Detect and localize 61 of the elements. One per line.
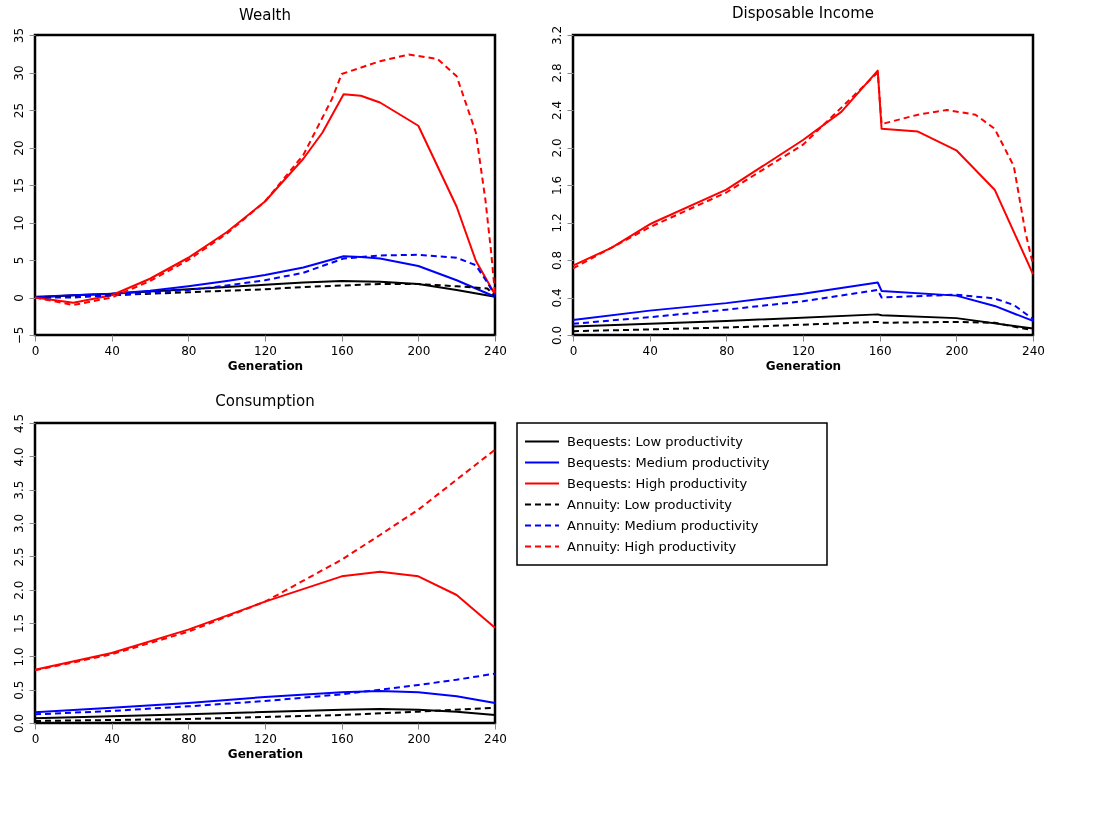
y-tick-label: 15 <box>11 177 26 194</box>
y-tick-label: 1.6 <box>549 175 564 196</box>
x-tick-label: 240 <box>484 343 507 358</box>
chart-title: Wealth <box>239 6 291 25</box>
y-tick-label: 0.4 <box>549 288 564 308</box>
chart-title: Disposable Income <box>731 4 875 23</box>
y-tick-label: 0.0 <box>11 713 26 734</box>
y-tick-label: 3.2 <box>549 25 564 46</box>
x-axis-title: Generation <box>227 358 304 373</box>
y-tick-label: 2.8 <box>549 63 564 83</box>
legend-label: Bequests: Medium productivity <box>567 454 770 470</box>
y-tick-label: 1.5 <box>11 613 26 634</box>
legend-label: Bequests: Low productivity <box>567 433 744 449</box>
legend-label: Annuity: Medium productivity <box>567 517 759 533</box>
y-tick-label: 10 <box>11 215 26 231</box>
x-tick-label: 40 <box>104 731 120 746</box>
y-tick-label: 5 <box>11 256 26 265</box>
y-tick-label: 2.5 <box>11 547 26 567</box>
x-tick-label: 80 <box>181 343 197 358</box>
x-axis-title: Generation <box>227 746 304 761</box>
y-tick-label: 0 <box>11 294 26 302</box>
x-tick-label: 160 <box>330 731 354 746</box>
x-tick-label: 40 <box>642 343 658 358</box>
x-tick-label: 120 <box>254 343 277 358</box>
x-tick-label: 0 <box>569 343 578 358</box>
y-tick-label: 35 <box>11 27 26 44</box>
y-tick-label: 30 <box>11 65 26 81</box>
x-tick-label: 160 <box>330 343 354 358</box>
x-tick-label: 0 <box>31 731 40 746</box>
legend-label: Bequests: High productivity <box>567 475 748 491</box>
x-tick-label: 200 <box>945 343 969 358</box>
y-tick-label: 2.4 <box>549 100 564 121</box>
y-tick-label: 4.0 <box>11 447 26 467</box>
x-tick-label: 160 <box>868 343 892 358</box>
y-tick-label: 4.5 <box>11 413 26 434</box>
x-tick-label: 200 <box>407 731 431 746</box>
chart-title: Consumption <box>215 392 315 411</box>
x-tick-label: 240 <box>484 731 507 746</box>
x-tick-label: 40 <box>104 343 120 358</box>
y-tick-label: 25 <box>11 102 26 119</box>
y-tick-label: 0.5 <box>11 680 26 700</box>
y-tick-label: 0.8 <box>549 250 564 271</box>
x-axis-title: Generation <box>765 358 842 373</box>
x-tick-label: 120 <box>254 731 277 746</box>
y-tick-label: 2.0 <box>11 580 26 600</box>
y-tick-label: 3.0 <box>11 513 26 534</box>
x-tick-label: 120 <box>792 343 815 358</box>
y-tick-label: 1.2 <box>549 213 564 233</box>
y-tick-label: −5 <box>11 326 26 345</box>
y-tick-label: 20 <box>11 140 26 156</box>
x-tick-label: 80 <box>181 731 197 746</box>
x-tick-label: 0 <box>31 343 40 358</box>
x-tick-label: 240 <box>1022 343 1045 358</box>
legend-label: Annuity: Low productivity <box>567 496 733 512</box>
legend-label: Annuity: High productivity <box>567 538 737 554</box>
y-tick-label: 3.5 <box>11 480 26 500</box>
y-tick-label: 2.0 <box>549 138 564 158</box>
y-tick-label: 1.0 <box>11 647 26 667</box>
x-tick-label: 200 <box>407 343 431 358</box>
x-tick-label: 80 <box>719 343 735 358</box>
y-tick-label: 0.0 <box>549 325 564 346</box>
